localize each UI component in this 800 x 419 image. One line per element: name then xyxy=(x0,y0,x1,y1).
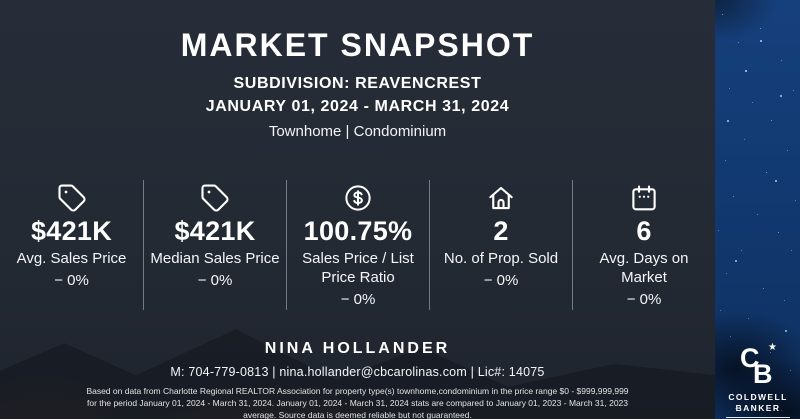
data-disclaimer: Based on data from Charlotte Regional RE… xyxy=(86,386,629,419)
stat-change: − 0% xyxy=(197,272,233,290)
brand-name-line1: COLDWELL xyxy=(728,392,788,402)
stat-change: − 0% xyxy=(483,272,519,290)
brand-name-line2: BANKER xyxy=(735,403,781,414)
dark-overlay-background xyxy=(0,0,715,419)
stat-change: − 0% xyxy=(340,290,376,308)
stat-value: 6 xyxy=(636,216,652,246)
stat-label: Avg. Sales Price xyxy=(16,250,127,268)
subdivision-subtitle: SUBDIVISION: REAVENCREST xyxy=(233,75,482,92)
brand-divider xyxy=(726,417,790,419)
stat-sales-list-ratio: 100.75% Sales Price / List Price Ratio −… xyxy=(286,180,429,310)
monogram-letter-b: B xyxy=(753,359,773,389)
header: MARKET SNAPSHOT SUBDIVISION: REAVENCREST… xyxy=(0,0,715,140)
page-title: MARKET SNAPSHOT xyxy=(180,27,535,63)
stat-value: 100.75% xyxy=(303,216,413,246)
agent-name: NINA HOLLANDER xyxy=(264,340,451,357)
stat-label: Avg. Days on Market xyxy=(599,250,689,287)
stat-median-sales-price: $421K Median Sales Price − 0% xyxy=(143,180,286,310)
stat-value: $421K xyxy=(174,216,256,246)
stars-decoration xyxy=(715,0,717,2)
coldwell-banker-logo: C B ★ COLDWELL BANKER REALTY xyxy=(722,342,794,419)
stat-props-sold: 2 No. of Prop. Sold − 0% xyxy=(429,180,572,310)
stat-avg-sales-price: $421K Avg. Sales Price − 0% xyxy=(0,180,143,310)
monogram-letter-c: C xyxy=(740,343,760,373)
stat-value: 2 xyxy=(493,216,509,246)
price-tag-icon xyxy=(200,182,230,214)
cb-monogram: C B ★ xyxy=(737,342,779,392)
home-icon xyxy=(486,182,516,214)
date-range-subtitle: JANUARY 01, 2024 - MARCH 31, 2024 xyxy=(205,98,510,115)
stat-days-on-market: 6 Avg. Days on Market − 0% xyxy=(572,180,715,310)
property-types-subtitle: Townhome | Condominium xyxy=(268,123,447,140)
stat-change: − 0% xyxy=(626,290,662,308)
night-sky-photo-strip xyxy=(715,0,800,419)
stat-label: Sales Price / List Price Ratio xyxy=(302,250,414,287)
stat-change: − 0% xyxy=(54,272,89,290)
dollar-circle-icon xyxy=(343,182,373,214)
calendar-icon xyxy=(629,182,659,214)
stat-value: $421K xyxy=(30,216,113,246)
stat-label: No. of Prop. Sold xyxy=(443,250,559,268)
star-icon: ★ xyxy=(768,342,777,353)
agent-contact-line: M: 704-779-0813 | nina.hollander@cbcarol… xyxy=(170,365,545,379)
footer: NINA HOLLANDER M: 704-779-0813 | nina.ho… xyxy=(0,340,715,419)
stats-row: $421K Avg. Sales Price − 0% $421K Median… xyxy=(0,180,715,310)
price-tag-icon xyxy=(57,182,87,214)
stat-label: Median Sales Price xyxy=(150,250,280,268)
